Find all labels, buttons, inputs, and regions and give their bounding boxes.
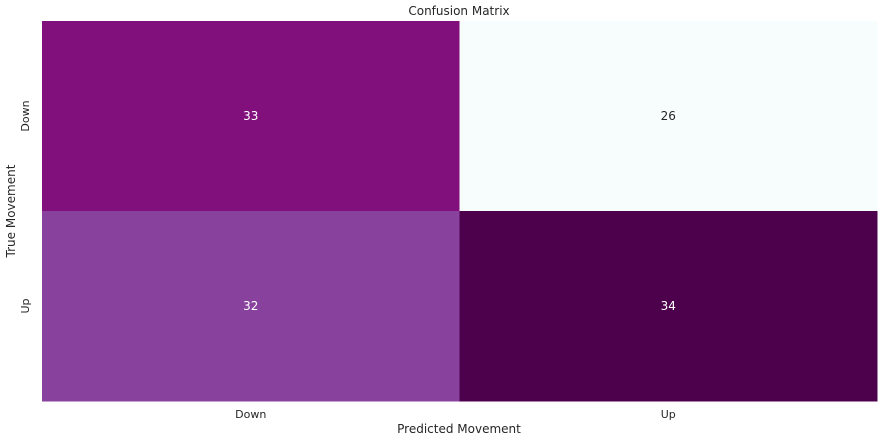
- x-tick-label: Down: [235, 408, 266, 421]
- chart-title: Confusion Matrix: [408, 4, 509, 18]
- cell-value-label: 33: [243, 109, 258, 123]
- cell-value-label: 32: [243, 299, 258, 313]
- heatmap-cells: [42, 21, 878, 402]
- y-tick-label: Up: [19, 298, 32, 313]
- y-axis-label: True Movement: [4, 164, 18, 258]
- x-tick-label: Up: [661, 408, 676, 421]
- heatmap-cell-up-up: [459, 211, 878, 402]
- y-tick-labels: Down Up: [19, 100, 32, 313]
- x-tick-labels: Down Up: [235, 408, 676, 421]
- y-tick-label: Down: [19, 100, 32, 131]
- heatmap-annotations: 33 26 32 34: [243, 109, 676, 313]
- cell-value-label: 26: [661, 109, 676, 123]
- x-axis-label: Predicted Movement: [397, 422, 521, 436]
- cell-value-label: 34: [661, 299, 676, 313]
- heatmap-cell-down-up: [459, 21, 878, 212]
- heatmap-cell-up-down: [42, 211, 460, 402]
- heatmap-cell-down-down: [42, 21, 460, 212]
